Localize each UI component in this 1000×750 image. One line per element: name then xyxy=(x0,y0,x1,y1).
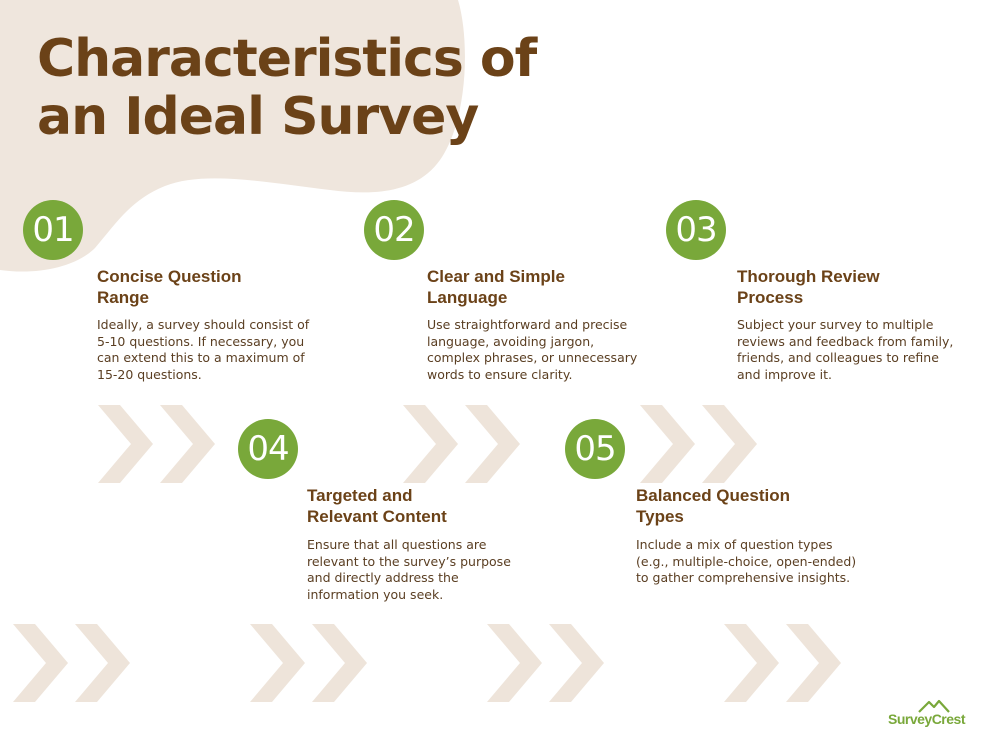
item-title-03-line-2: Process xyxy=(737,288,804,307)
page-title: Characteristics of an Ideal Survey xyxy=(37,29,537,147)
surveycrest-logo: SurveyCrest xyxy=(888,699,980,729)
chevron-decoration xyxy=(98,405,215,483)
item-description-05: Include a mix of question types (e.g., m… xyxy=(636,537,857,585)
item-title-01-line-1: Concise Question xyxy=(97,267,242,286)
background-blob xyxy=(0,0,465,272)
chevron-decoration xyxy=(487,624,604,702)
chevron-decoration xyxy=(250,624,367,702)
chevron-decoration xyxy=(640,405,757,483)
item-description-03: Subject your survey to multiple reviews … xyxy=(737,317,954,382)
item-description-02: Use straightforward and precise language… xyxy=(427,317,638,382)
number-badge-05: 05 xyxy=(565,419,625,479)
number-badge-01: 01 xyxy=(23,200,83,260)
item-title-05-line-1: Balanced Question xyxy=(636,486,790,505)
item-title-04: Targeted and Relevant Content xyxy=(307,485,447,527)
item-title-01: Concise Question Range xyxy=(97,266,242,308)
item-title-01-line-2: Range xyxy=(97,288,149,307)
item-title-02: Clear and Simple Language xyxy=(427,266,565,308)
number-badge-03: 03 xyxy=(666,200,726,260)
logo-text: SurveyCrest xyxy=(888,711,966,727)
item-description-01: Ideally, a survey should consist of 5-10… xyxy=(97,317,310,382)
page-title-line-2: an Ideal Survey xyxy=(37,87,479,147)
item-title-02-line-1: Clear and Simple xyxy=(427,267,565,286)
number-badge-04: 04 xyxy=(238,419,298,479)
chevron-decoration xyxy=(403,405,520,483)
item-title-02-line-2: Language xyxy=(427,288,508,307)
chevron-decoration xyxy=(13,624,130,702)
item-title-04-line-2: Relevant Content xyxy=(307,507,447,526)
page-title-line-1: Characteristics of xyxy=(37,29,537,89)
mountain-icon xyxy=(918,699,950,713)
number-badge-02: 02 xyxy=(364,200,424,260)
item-title-05: Balanced Question Types xyxy=(636,485,790,527)
chevron-decoration xyxy=(724,624,841,702)
item-title-04-line-1: Targeted and xyxy=(307,486,413,505)
item-title-05-line-2: Types xyxy=(636,507,684,526)
item-description-04: Ensure that all questions are relevant t… xyxy=(307,537,511,602)
item-title-03-line-1: Thorough Review xyxy=(737,267,880,286)
item-title-03: Thorough Review Process xyxy=(737,266,880,308)
